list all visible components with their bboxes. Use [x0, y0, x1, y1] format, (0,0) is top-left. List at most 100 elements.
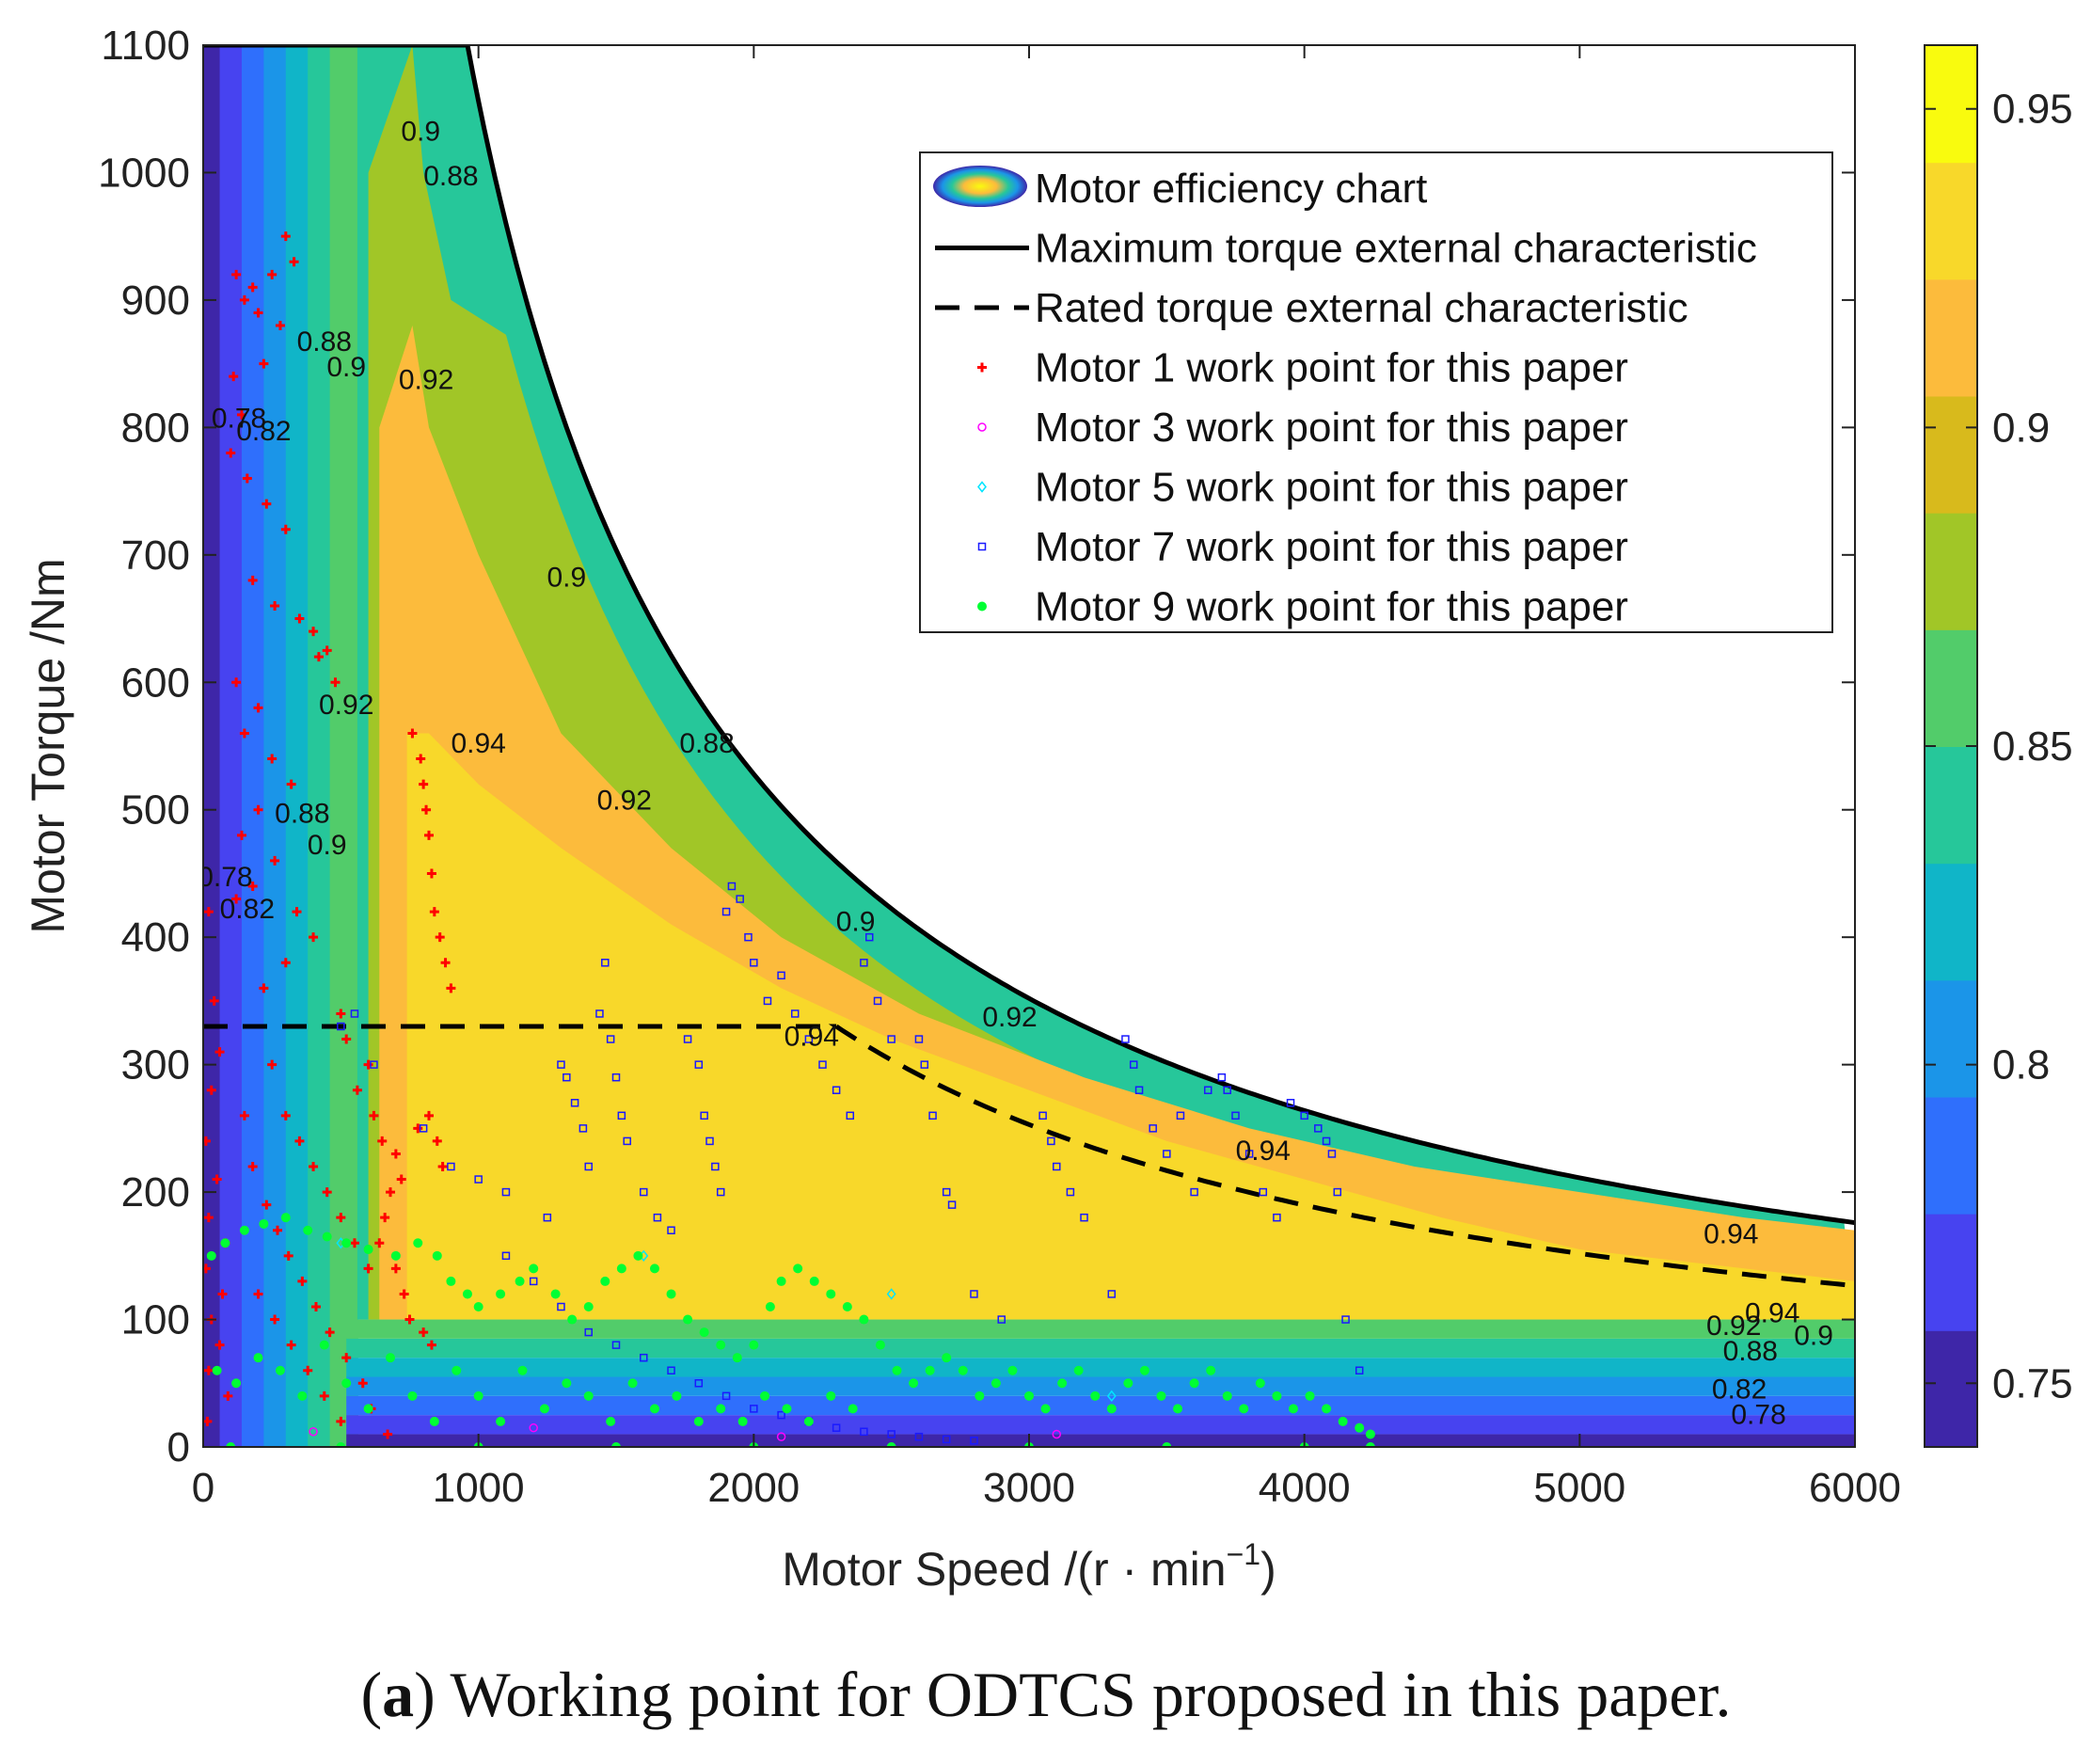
- work-point: [683, 1035, 692, 1043]
- work-point: [325, 1327, 335, 1338]
- work-point: [595, 1009, 604, 1018]
- work-point: [426, 1340, 436, 1350]
- work-point: [1163, 1150, 1171, 1158]
- work-point: [336, 1442, 346, 1447]
- work-point: [578, 1124, 588, 1133]
- work-point: [914, 1432, 924, 1441]
- x-tick-label: 2000: [707, 1465, 800, 1511]
- work-point: [226, 1442, 236, 1447]
- work-point: [280, 958, 291, 968]
- work-point: [1327, 1150, 1337, 1158]
- work-point: [683, 1314, 693, 1325]
- series-2: [309, 1422, 1062, 1441]
- work-point: [229, 372, 239, 382]
- work-point: [292, 907, 302, 917]
- work-point: [341, 1034, 352, 1044]
- efficiency-band-low-speed: [263, 45, 287, 1447]
- work-point: [1090, 1391, 1101, 1401]
- contour-label: 0.88: [1723, 1336, 1778, 1367]
- caption-tag: a: [382, 1659, 415, 1730]
- contour-label: 0.9: [308, 830, 347, 861]
- work-point: [859, 1314, 869, 1325]
- legend-entry-label: Motor 9 work point for this paper: [1035, 584, 1628, 630]
- work-point: [721, 1391, 731, 1401]
- work-point: [529, 1277, 538, 1286]
- colorbar-band: [1925, 863, 1977, 981]
- legend-marker: [977, 481, 987, 493]
- legend-entry-label: Motor 1 work point for this paper: [1035, 345, 1628, 391]
- work-point: [247, 1162, 258, 1171]
- work-point: [601, 959, 610, 967]
- work-point: [616, 1263, 626, 1274]
- legend-marker: [977, 542, 987, 551]
- work-point: [1057, 1378, 1068, 1389]
- work-point: [203, 907, 214, 917]
- work-point: [782, 1404, 792, 1414]
- work-point: [1123, 1378, 1133, 1389]
- contour-label: 0.92: [982, 1002, 1037, 1033]
- work-point: [873, 996, 882, 1006]
- work-point: [1223, 1086, 1231, 1094]
- work-point: [887, 1035, 895, 1043]
- work-point: [1322, 1136, 1331, 1146]
- work-point: [991, 1378, 1001, 1389]
- series-4: [337, 882, 1364, 1445]
- work-point: [1341, 1315, 1350, 1324]
- work-point: [322, 1187, 332, 1198]
- work-point: [887, 1430, 895, 1438]
- y-tick-label: 300: [121, 1042, 190, 1089]
- work-point: [407, 1391, 418, 1401]
- work-point: [1007, 1365, 1018, 1375]
- work-point: [667, 1226, 675, 1234]
- work-point: [750, 1405, 758, 1413]
- work-point: [462, 1289, 472, 1299]
- work-point: [606, 1416, 616, 1426]
- work-point: [386, 1353, 396, 1363]
- legend-marker: [977, 422, 987, 432]
- work-point: [672, 1391, 682, 1401]
- efficiency-band-low-torque: [346, 1376, 1855, 1396]
- y-tick-label: 600: [121, 660, 190, 706]
- contour-label: 0.92: [399, 365, 453, 396]
- work-point: [1255, 1378, 1265, 1389]
- work-point: [322, 645, 332, 656]
- contour-label: 0.88: [679, 728, 734, 759]
- contour-label: 0.88: [423, 161, 478, 192]
- work-point: [744, 932, 753, 942]
- y-tick-label: 900: [121, 278, 190, 324]
- work-point: [390, 1149, 401, 1159]
- work-point: [294, 1136, 305, 1146]
- work-point: [1073, 1365, 1084, 1375]
- work-point: [793, 1263, 803, 1274]
- legend-box: [919, 151, 1833, 633]
- work-point: [413, 1238, 423, 1248]
- work-point: [423, 1110, 434, 1120]
- work-point: [1286, 1099, 1295, 1107]
- work-point: [539, 1404, 549, 1414]
- work-point: [1053, 1162, 1061, 1171]
- work-point: [942, 1353, 952, 1363]
- work-point: [390, 1250, 401, 1261]
- work-point: [760, 1391, 770, 1401]
- work-point: [1024, 1391, 1034, 1401]
- work-point: [363, 1404, 373, 1414]
- y-tick-label: 700: [121, 532, 190, 579]
- contour-label: 0.92: [319, 690, 373, 721]
- work-point: [557, 1060, 565, 1069]
- efficiency-band-low-speed: [329, 45, 358, 1447]
- work-point: [435, 932, 445, 943]
- work-point: [336, 1416, 346, 1426]
- work-point: [1106, 1404, 1117, 1414]
- work-point: [617, 1111, 626, 1120]
- colorbar-band: [1925, 1096, 1977, 1215]
- work-point: [1300, 1111, 1308, 1120]
- work-point: [280, 1110, 291, 1120]
- figure-caption: (a) Working point for ODTCS proposed in …: [360, 1659, 1732, 1730]
- work-point: [842, 1302, 852, 1311]
- work-point: [413, 1123, 423, 1134]
- work-point: [649, 1263, 659, 1274]
- colorbar-band: [1925, 45, 1977, 164]
- work-point: [562, 1378, 572, 1389]
- work-point: [253, 1289, 263, 1299]
- work-point: [653, 1213, 662, 1222]
